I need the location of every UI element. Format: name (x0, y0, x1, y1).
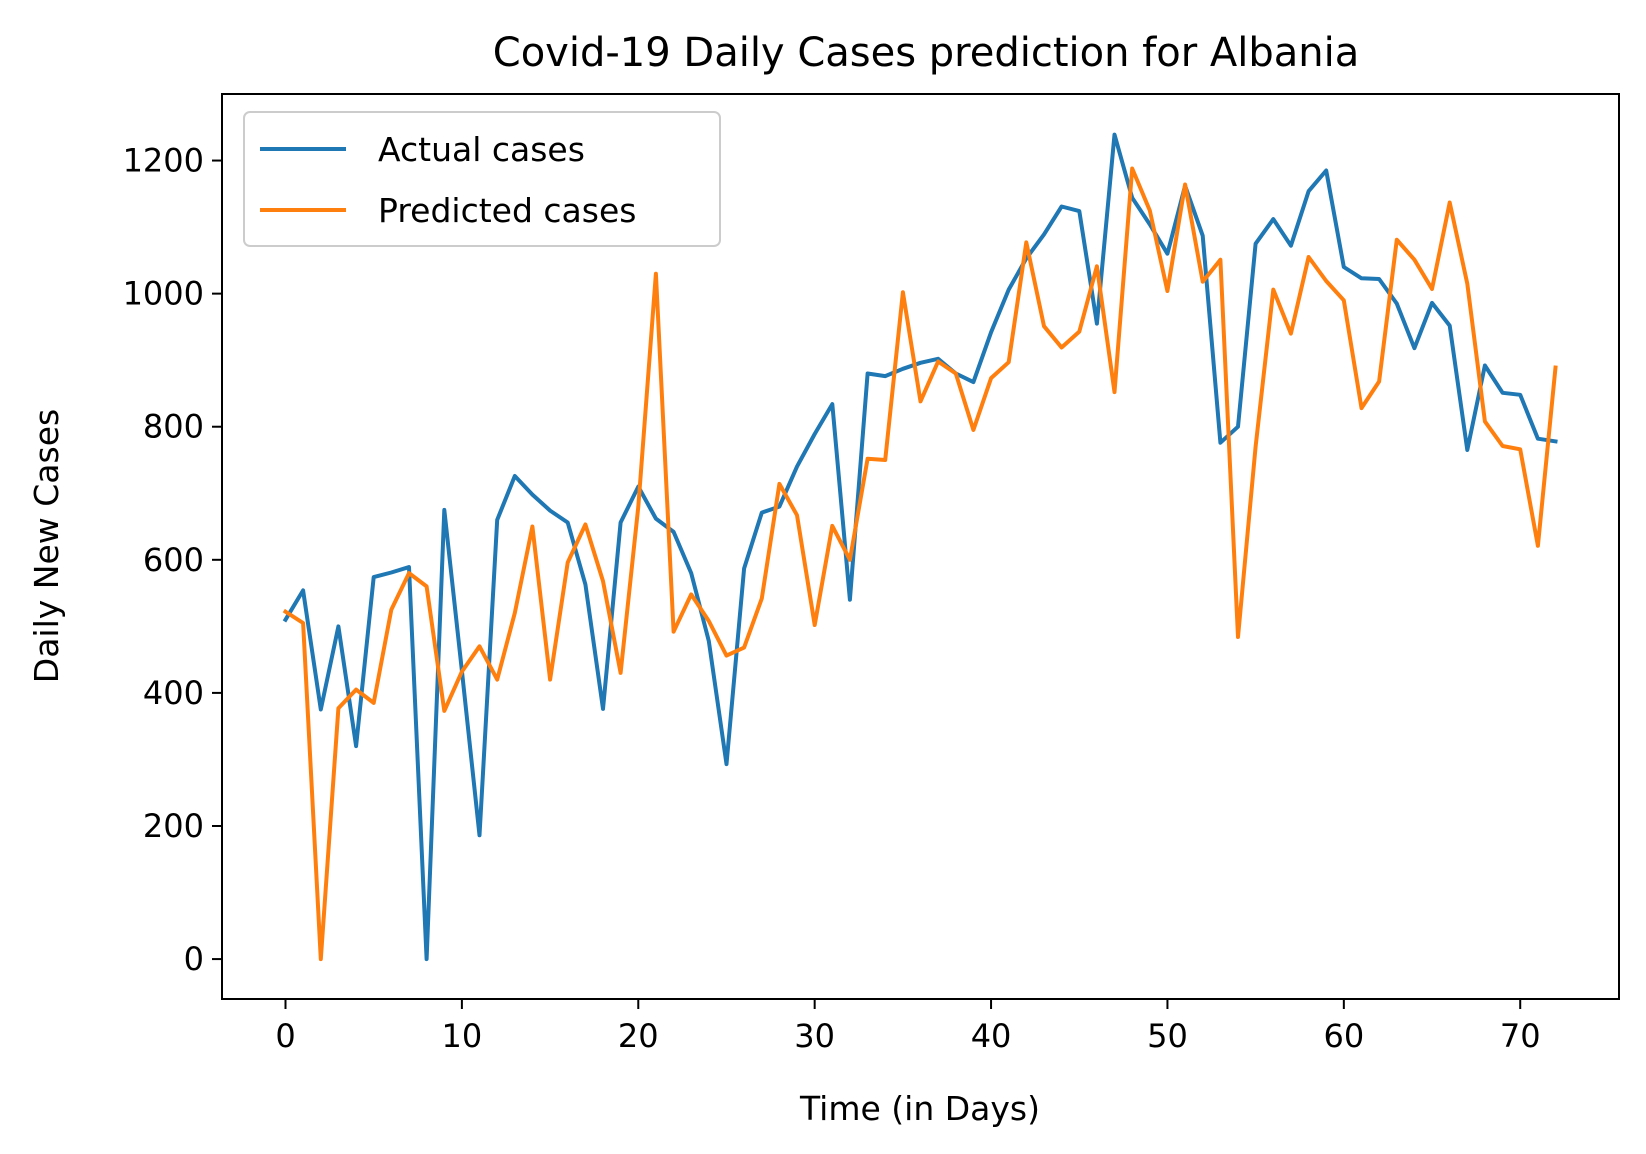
x-axis: 0 10 20 30 40 50 60 70 (275, 999, 1541, 1055)
x-tick-label: 30 (794, 1017, 835, 1055)
y-axis: 0 200 400 600 800 1000 1200 (123, 142, 222, 978)
x-tick-label: 70 (1500, 1017, 1541, 1055)
y-tick-label: 400 (143, 674, 204, 712)
legend-label-predicted: Predicted cases (378, 191, 636, 230)
series-line-0 (282, 132, 1558, 962)
x-tick-label: 50 (1147, 1017, 1188, 1055)
y-tick-label: 800 (143, 408, 204, 446)
y-tick-label: 1000 (123, 275, 204, 313)
series-line-1 (282, 166, 1558, 962)
x-axis-label: Time (in Days) (799, 1089, 1040, 1128)
y-tick-label: 200 (143, 807, 204, 845)
chart-title: Covid-19 Daily Cases prediction for Alba… (493, 30, 1359, 76)
x-tick-label: 0 (275, 1017, 295, 1055)
x-tick-label: 10 (442, 1017, 483, 1055)
y-tick-label: 600 (143, 541, 204, 579)
y-tick-label: 1200 (123, 142, 204, 180)
x-tick-label: 60 (1323, 1017, 1364, 1055)
legend: Actual cases Predicted cases (243, 111, 721, 247)
y-tick-label: 0 (184, 940, 204, 978)
y-axis-label: Daily New Cases (27, 409, 66, 683)
legend-box (243, 111, 721, 247)
x-tick-label: 40 (971, 1017, 1012, 1055)
x-tick-label: 20 (618, 1017, 659, 1055)
series-layer (282, 132, 1558, 962)
legend-label-actual: Actual cases (378, 130, 585, 169)
plot-frame (221, 93, 1620, 1000)
